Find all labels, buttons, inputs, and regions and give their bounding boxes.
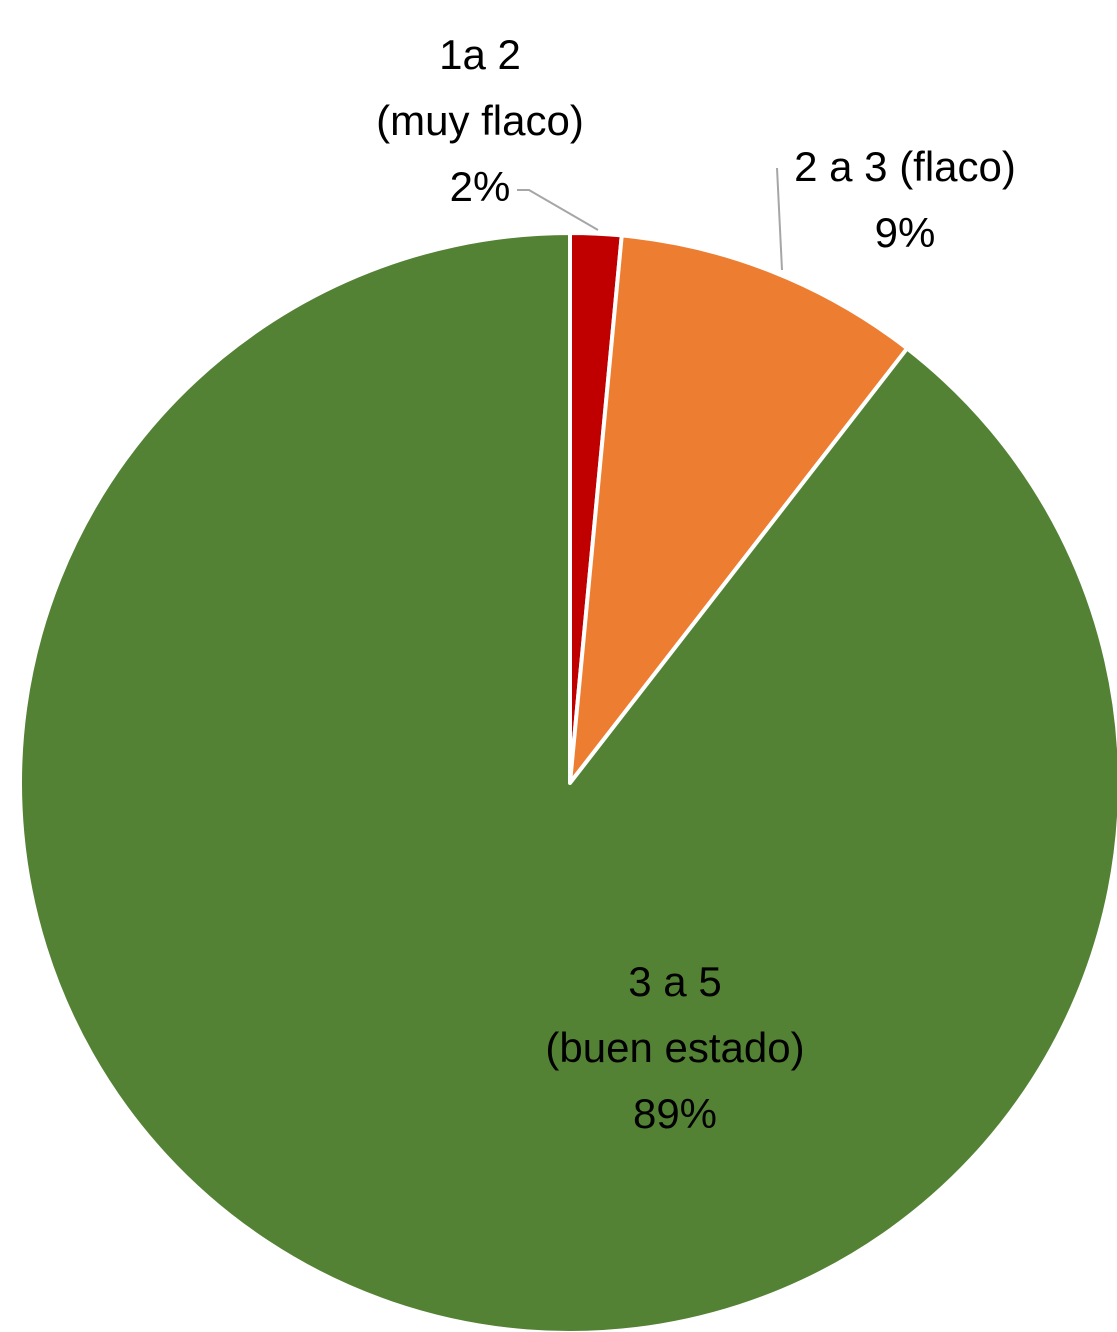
slice-1-percent-label: 2% [450,163,511,210]
slice-1-category-label: (muy flaco) [376,97,584,144]
slice-2-percent-label: 9% [875,209,936,256]
data-labels: 1a 2 (muy flaco) 2% 2 a 3 (flaco) 9% 3 a 5 (bu… [376,31,1016,1137]
slice-2-category-label: 2 a 3 (flaco) [794,143,1016,190]
pie-slice-3 [18,231,1117,1332]
leader-line-1 [517,189,599,231]
slice-1-category-label: 1a 2 [439,31,521,78]
leader-line-2 [776,167,783,271]
leader-lines [517,167,783,271]
pie-slices [18,231,1117,1332]
slice-3-category-label: (buen estado) [545,1024,804,1071]
pie-slice-2 [568,233,910,785]
slice-3-category-label: 3 a 5 [628,958,721,1005]
slice-3-percent-label: 89% [633,1090,717,1137]
